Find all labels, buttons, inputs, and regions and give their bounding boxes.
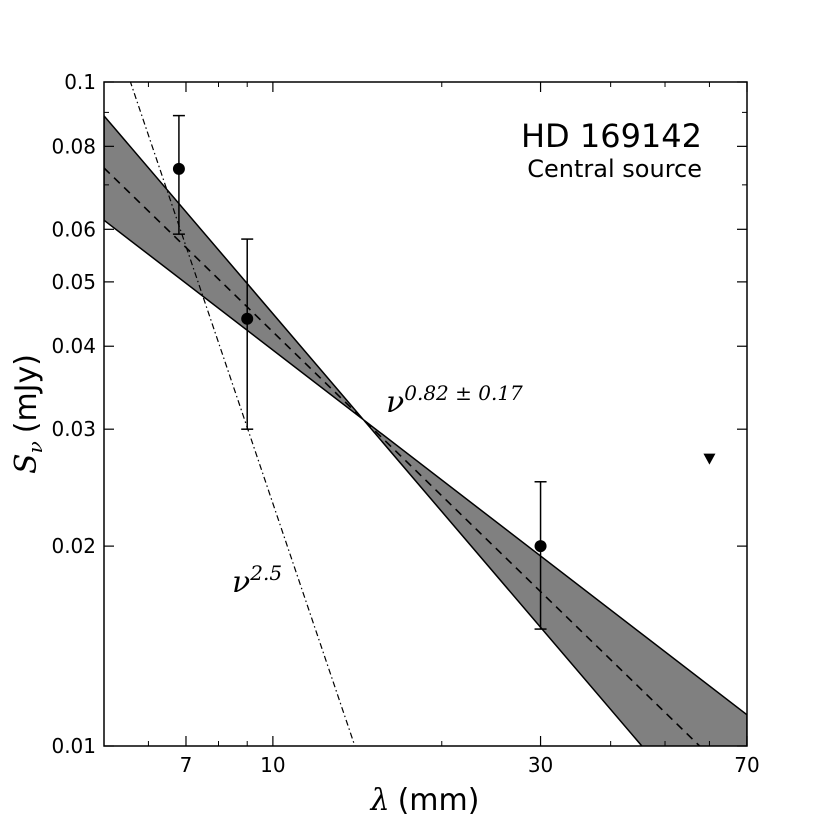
- fit-label-exponent: 0.82 ± 0.17: [404, 381, 523, 405]
- fit-uncertainty-band: [104, 114, 747, 746]
- reference-label-base: ν: [232, 565, 250, 600]
- y-tick-label: 0.06: [51, 217, 96, 241]
- fit-label-base: ν: [386, 385, 404, 420]
- y-tick-label: 0.02: [51, 534, 96, 558]
- data-point: [241, 312, 254, 325]
- upper-limit-marker: [703, 453, 716, 465]
- chart-subtitle: Central source: [527, 155, 702, 183]
- x-axis-label: λ (mm): [370, 783, 480, 818]
- reference-power-law-line: [129, 82, 356, 746]
- plot-frame: [103, 81, 748, 747]
- x-tick-label: 10: [260, 753, 285, 777]
- data-point: [534, 540, 547, 553]
- y-axis-label-symbol: S: [9, 453, 44, 474]
- x-tick-label: 70: [734, 753, 759, 777]
- x-axis-label-symbol: λ: [370, 783, 390, 818]
- y-tick-label: 0.04: [51, 334, 96, 358]
- y-axis-label-subscript: ν: [23, 441, 47, 453]
- fit-line: [104, 167, 701, 746]
- data-point: [172, 162, 185, 175]
- y-tick-label: 0.1: [64, 70, 96, 94]
- fit-label: ν0.82 ± 0.17: [386, 381, 523, 420]
- reference-label: ν2.5: [232, 561, 282, 600]
- y-tick-label: 0.01: [51, 734, 96, 758]
- chart-title: HD 169142: [521, 117, 702, 155]
- x-tick-label: 30: [528, 753, 553, 777]
- plot-area: [104, 82, 747, 746]
- x-axis-label-unit: (mm): [398, 783, 480, 818]
- y-tick-label: 0.03: [51, 417, 96, 441]
- x-tick-label: 7: [180, 753, 193, 777]
- y-tick-label: 0.08: [51, 134, 96, 158]
- y-tick-label: 0.05: [51, 270, 96, 294]
- reference-label-exponent: 2.5: [249, 561, 282, 585]
- y-axis-label: Sν (mJy): [9, 354, 47, 474]
- y-axis-label-unit: (mJy): [9, 354, 44, 433]
